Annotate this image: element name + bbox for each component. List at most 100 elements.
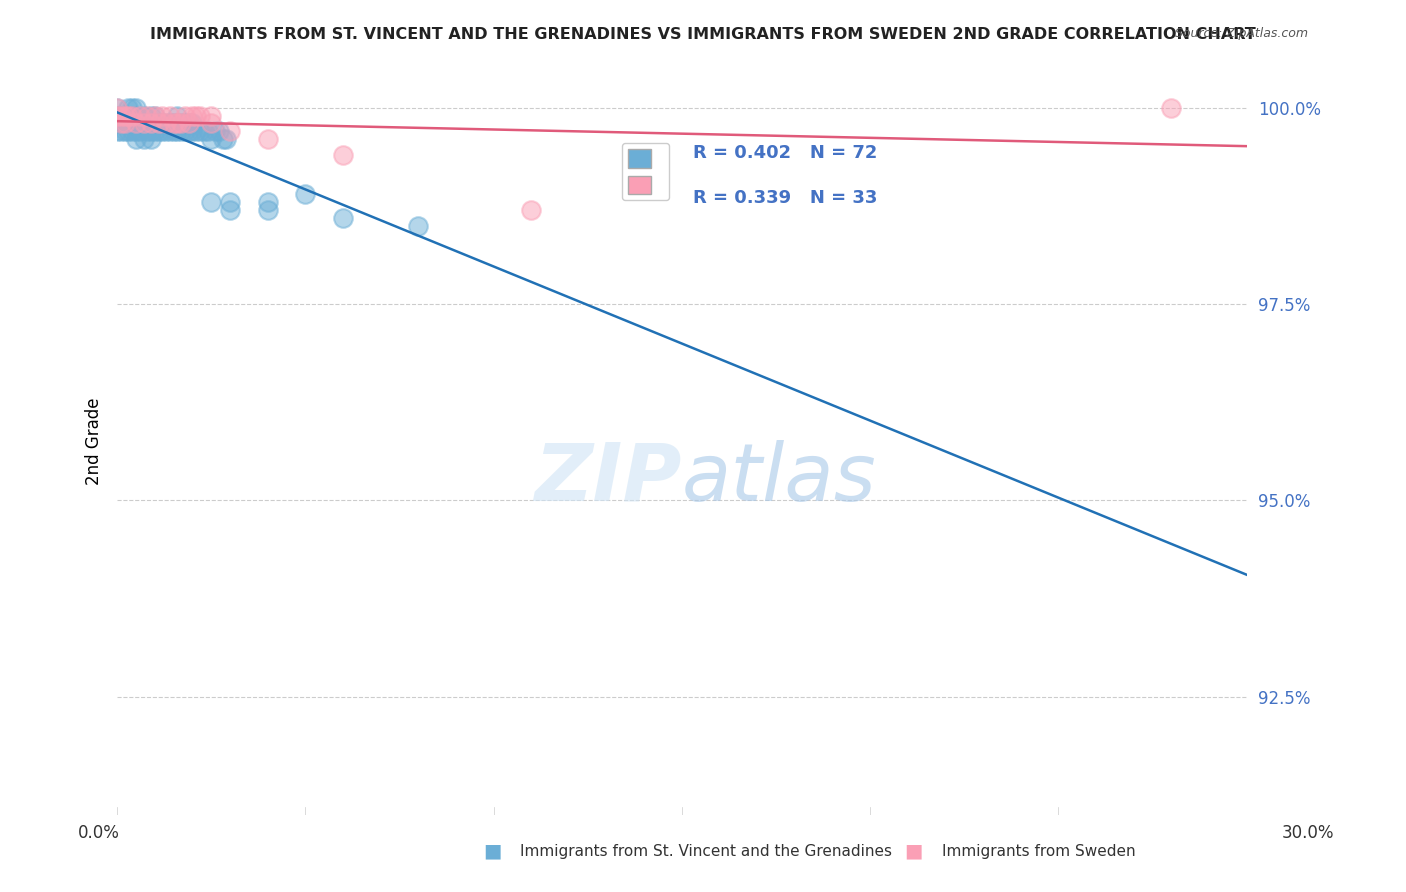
Point: [110, 124, 132, 138]
Point: [219, 124, 242, 138]
Point: [159, 124, 181, 138]
Text: 30.0%: 30.0%: [1281, 824, 1334, 842]
Point: [105, 109, 128, 123]
Point: [166, 109, 188, 123]
Point: [155, 116, 177, 130]
Legend: , : ,: [621, 144, 669, 201]
Point: [177, 116, 200, 130]
Point: [294, 187, 316, 202]
Point: [143, 109, 166, 123]
Point: [132, 116, 155, 130]
Point: [121, 116, 143, 130]
Point: [177, 116, 200, 130]
Point: [181, 109, 204, 123]
Point: [110, 116, 132, 130]
Point: [148, 116, 170, 130]
Point: [166, 124, 188, 138]
Point: [125, 124, 148, 138]
Point: [193, 124, 215, 138]
Point: [332, 211, 354, 225]
Point: [110, 109, 132, 123]
Point: [150, 116, 173, 130]
Point: [174, 109, 197, 123]
Point: [136, 116, 159, 130]
Point: [211, 132, 233, 146]
Point: [105, 116, 128, 130]
Point: [204, 124, 226, 138]
Point: [200, 194, 222, 209]
Text: ■: ■: [482, 841, 502, 860]
Point: [174, 116, 197, 130]
Point: [139, 132, 162, 146]
Point: [136, 124, 159, 138]
Point: [256, 202, 278, 217]
Point: [136, 109, 159, 123]
Point: [121, 124, 143, 138]
Point: [125, 101, 148, 115]
Point: [174, 124, 197, 138]
Point: [125, 116, 148, 130]
Text: R = 0.402   N = 72: R = 0.402 N = 72: [693, 144, 877, 162]
Point: [125, 109, 148, 123]
Point: [143, 109, 166, 123]
Point: [132, 109, 155, 123]
Point: [148, 124, 170, 138]
Point: [128, 124, 150, 138]
Point: [114, 116, 136, 130]
Point: [170, 116, 193, 130]
Point: [215, 132, 238, 146]
Text: Source: ZipAtlas.com: Source: ZipAtlas.com: [1174, 27, 1308, 40]
Point: [139, 124, 162, 138]
Point: [110, 116, 132, 130]
Point: [155, 124, 177, 138]
Point: [155, 116, 177, 130]
Point: [170, 116, 193, 130]
Point: [159, 116, 181, 130]
Point: [181, 124, 204, 138]
Point: [197, 124, 219, 138]
Point: [256, 132, 278, 146]
Point: [139, 116, 162, 130]
Text: Immigrants from St. Vincent and the Grenadines: Immigrants from St. Vincent and the Gren…: [520, 845, 893, 859]
Text: IMMIGRANTS FROM ST. VINCENT AND THE GRENADINES VS IMMIGRANTS FROM SWEDEN 2ND GRA: IMMIGRANTS FROM ST. VINCENT AND THE GREN…: [150, 27, 1256, 42]
Point: [114, 109, 136, 123]
Point: [117, 101, 139, 115]
Point: [166, 116, 188, 130]
Text: 0.0%: 0.0%: [77, 824, 120, 842]
Point: [128, 109, 150, 123]
Point: [105, 109, 128, 123]
Point: [408, 219, 430, 233]
Text: ZIP: ZIP: [534, 440, 682, 518]
Point: [125, 116, 148, 130]
Point: [177, 124, 200, 138]
Point: [105, 124, 128, 138]
Point: [188, 109, 211, 123]
Point: [121, 109, 143, 123]
Point: [128, 116, 150, 130]
Point: [114, 116, 136, 130]
Point: [150, 124, 173, 138]
Point: [114, 109, 136, 123]
Text: ■: ■: [904, 841, 924, 860]
Text: R = 0.339   N = 33: R = 0.339 N = 33: [693, 189, 877, 207]
Point: [143, 116, 166, 130]
Point: [256, 194, 278, 209]
Point: [132, 132, 155, 146]
Point: [332, 148, 354, 162]
Point: [186, 124, 208, 138]
Point: [219, 202, 242, 217]
Text: atlas: atlas: [682, 440, 876, 518]
Point: [181, 116, 204, 130]
Point: [163, 116, 186, 130]
Point: [163, 124, 186, 138]
Point: [121, 109, 143, 123]
Point: [200, 116, 222, 130]
Point: [159, 109, 181, 123]
Point: [105, 101, 128, 115]
Point: [188, 124, 211, 138]
Point: [125, 132, 148, 146]
Point: [117, 116, 139, 130]
Text: Immigrants from Sweden: Immigrants from Sweden: [942, 845, 1136, 859]
Point: [139, 109, 162, 123]
Point: [105, 101, 128, 115]
